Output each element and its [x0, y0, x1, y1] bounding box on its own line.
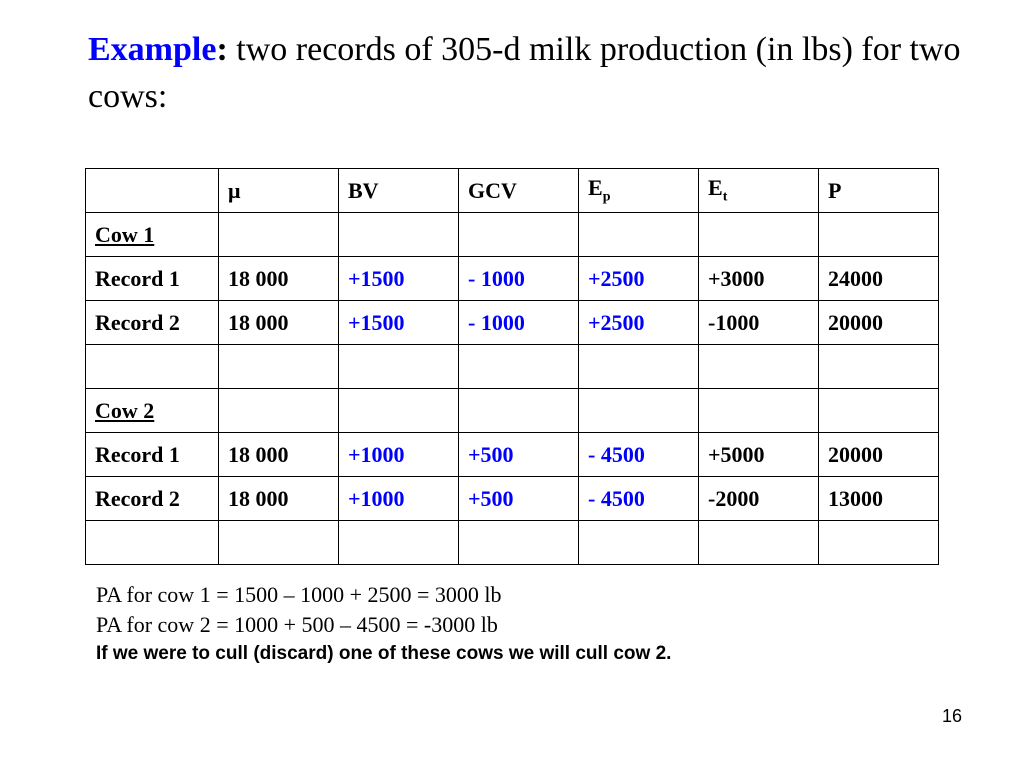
cell-et: -2000 — [698, 476, 819, 521]
cell-ep: +2500 — [578, 256, 699, 301]
title-colon: : — [216, 31, 228, 68]
cell-gcv: +500 — [458, 476, 579, 521]
cell-bv: +1500 — [338, 300, 459, 345]
table-row: Record 2 18 000 +1000 +500 - 4500 -2000 … — [85, 476, 939, 521]
table-header-row: μ BV GCV Ep Et P — [85, 168, 939, 213]
table-row: Record 1 18 000 +1500 - 1000 +2500 +3000… — [85, 256, 939, 301]
cow1-label: Cow 1 — [85, 212, 219, 257]
cell-bv: +1000 — [338, 476, 459, 521]
header-cell-bv: BV — [338, 168, 459, 213]
row-label: Record 1 — [85, 256, 219, 301]
table-row: Record 2 18 000 +1500 - 1000 +2500 -1000… — [85, 300, 939, 345]
title-lead: Example — [88, 31, 217, 68]
row-label: Record 2 — [85, 476, 219, 521]
cell-gcv: - 1000 — [458, 300, 579, 345]
notes-block: PA for cow 1 = 1500 – 1000 + 2500 = 3000… — [96, 580, 996, 668]
cell-et: +3000 — [698, 256, 819, 301]
header-cell-p: P — [818, 168, 939, 213]
row-label: Record 1 — [85, 432, 219, 477]
header-cell-blank — [85, 168, 219, 213]
pa-cow2-note: PA for cow 2 = 1000 + 500 – 4500 = -3000… — [96, 612, 498, 637]
cell-mu: 18 000 — [218, 476, 339, 521]
table-row: Record 1 18 000 +1000 +500 - 4500 +5000 … — [85, 432, 939, 477]
conclusion-note: If we were to cull (discard) one of thes… — [96, 643, 672, 664]
cell-p: 24000 — [818, 256, 939, 301]
header-cell-et: Et — [698, 168, 819, 213]
cell-gcv: +500 — [458, 432, 579, 477]
cell-et: +5000 — [698, 432, 819, 477]
empty-row — [85, 344, 939, 389]
empty-row — [85, 520, 939, 565]
header-cell-ep: Ep — [578, 168, 699, 213]
cell-p: 20000 — [818, 300, 939, 345]
cow2-label-row: Cow 2 — [85, 388, 939, 433]
page-number: 16 — [941, 706, 962, 726]
milk-records-table: μ BV GCV Ep Et P Cow 1 Record 1 18 000 +… — [85, 168, 939, 565]
cell-bv: +1500 — [338, 256, 459, 301]
slide-title: Example: two records of 305-d milk produ… — [88, 26, 968, 120]
cell-mu: 18 000 — [218, 256, 339, 301]
title-text: two records of 305-d milk production (in… — [88, 31, 961, 115]
cow2-label: Cow 2 — [85, 388, 219, 433]
pa-cow1-note: PA for cow 1 = 1500 – 1000 + 2500 = 3000… — [96, 582, 502, 607]
cell-ep: - 4500 — [578, 432, 699, 477]
cell-p: 20000 — [818, 432, 939, 477]
cell-bv: +1000 — [338, 432, 459, 477]
cow1-label-row: Cow 1 — [85, 212, 939, 257]
cell-mu: 18 000 — [218, 432, 339, 477]
header-cell-gcv: GCV — [458, 168, 579, 213]
row-label: Record 2 — [85, 300, 219, 345]
cell-mu: 18 000 — [218, 300, 339, 345]
header-cell-mu: μ — [218, 168, 339, 213]
cell-gcv: - 1000 — [458, 256, 579, 301]
cell-ep: +2500 — [578, 300, 699, 345]
cell-et: -1000 — [698, 300, 819, 345]
cell-p: 13000 — [818, 476, 939, 521]
cell-ep: - 4500 — [578, 476, 699, 521]
